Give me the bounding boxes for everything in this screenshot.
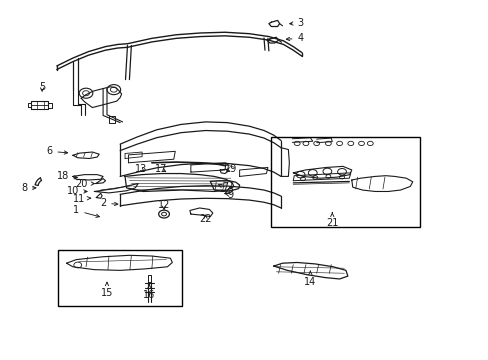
Text: 15: 15 (101, 282, 113, 298)
Text: 12: 12 (158, 200, 170, 210)
Text: 8: 8 (21, 183, 36, 193)
Text: 21: 21 (325, 212, 338, 228)
Text: 9: 9 (224, 190, 233, 200)
Text: 11: 11 (72, 194, 91, 204)
Text: 10: 10 (66, 186, 87, 197)
Text: 16: 16 (143, 284, 155, 300)
Bar (58, 250, 182, 306)
Text: 13: 13 (135, 164, 147, 174)
Text: 7: 7 (218, 182, 228, 192)
Text: 19: 19 (224, 164, 237, 174)
Bar (271, 137, 419, 227)
Text: 20: 20 (75, 179, 94, 189)
Text: 6: 6 (46, 146, 67, 156)
Text: 1: 1 (73, 206, 99, 217)
Text: 22: 22 (199, 215, 211, 224)
Text: 2: 2 (100, 198, 118, 208)
Text: 17: 17 (155, 164, 167, 174)
Text: 5: 5 (39, 82, 45, 92)
Text: 14: 14 (304, 271, 316, 287)
Text: 3: 3 (289, 18, 303, 28)
Text: 4: 4 (286, 33, 303, 43)
Text: 18: 18 (57, 171, 77, 181)
